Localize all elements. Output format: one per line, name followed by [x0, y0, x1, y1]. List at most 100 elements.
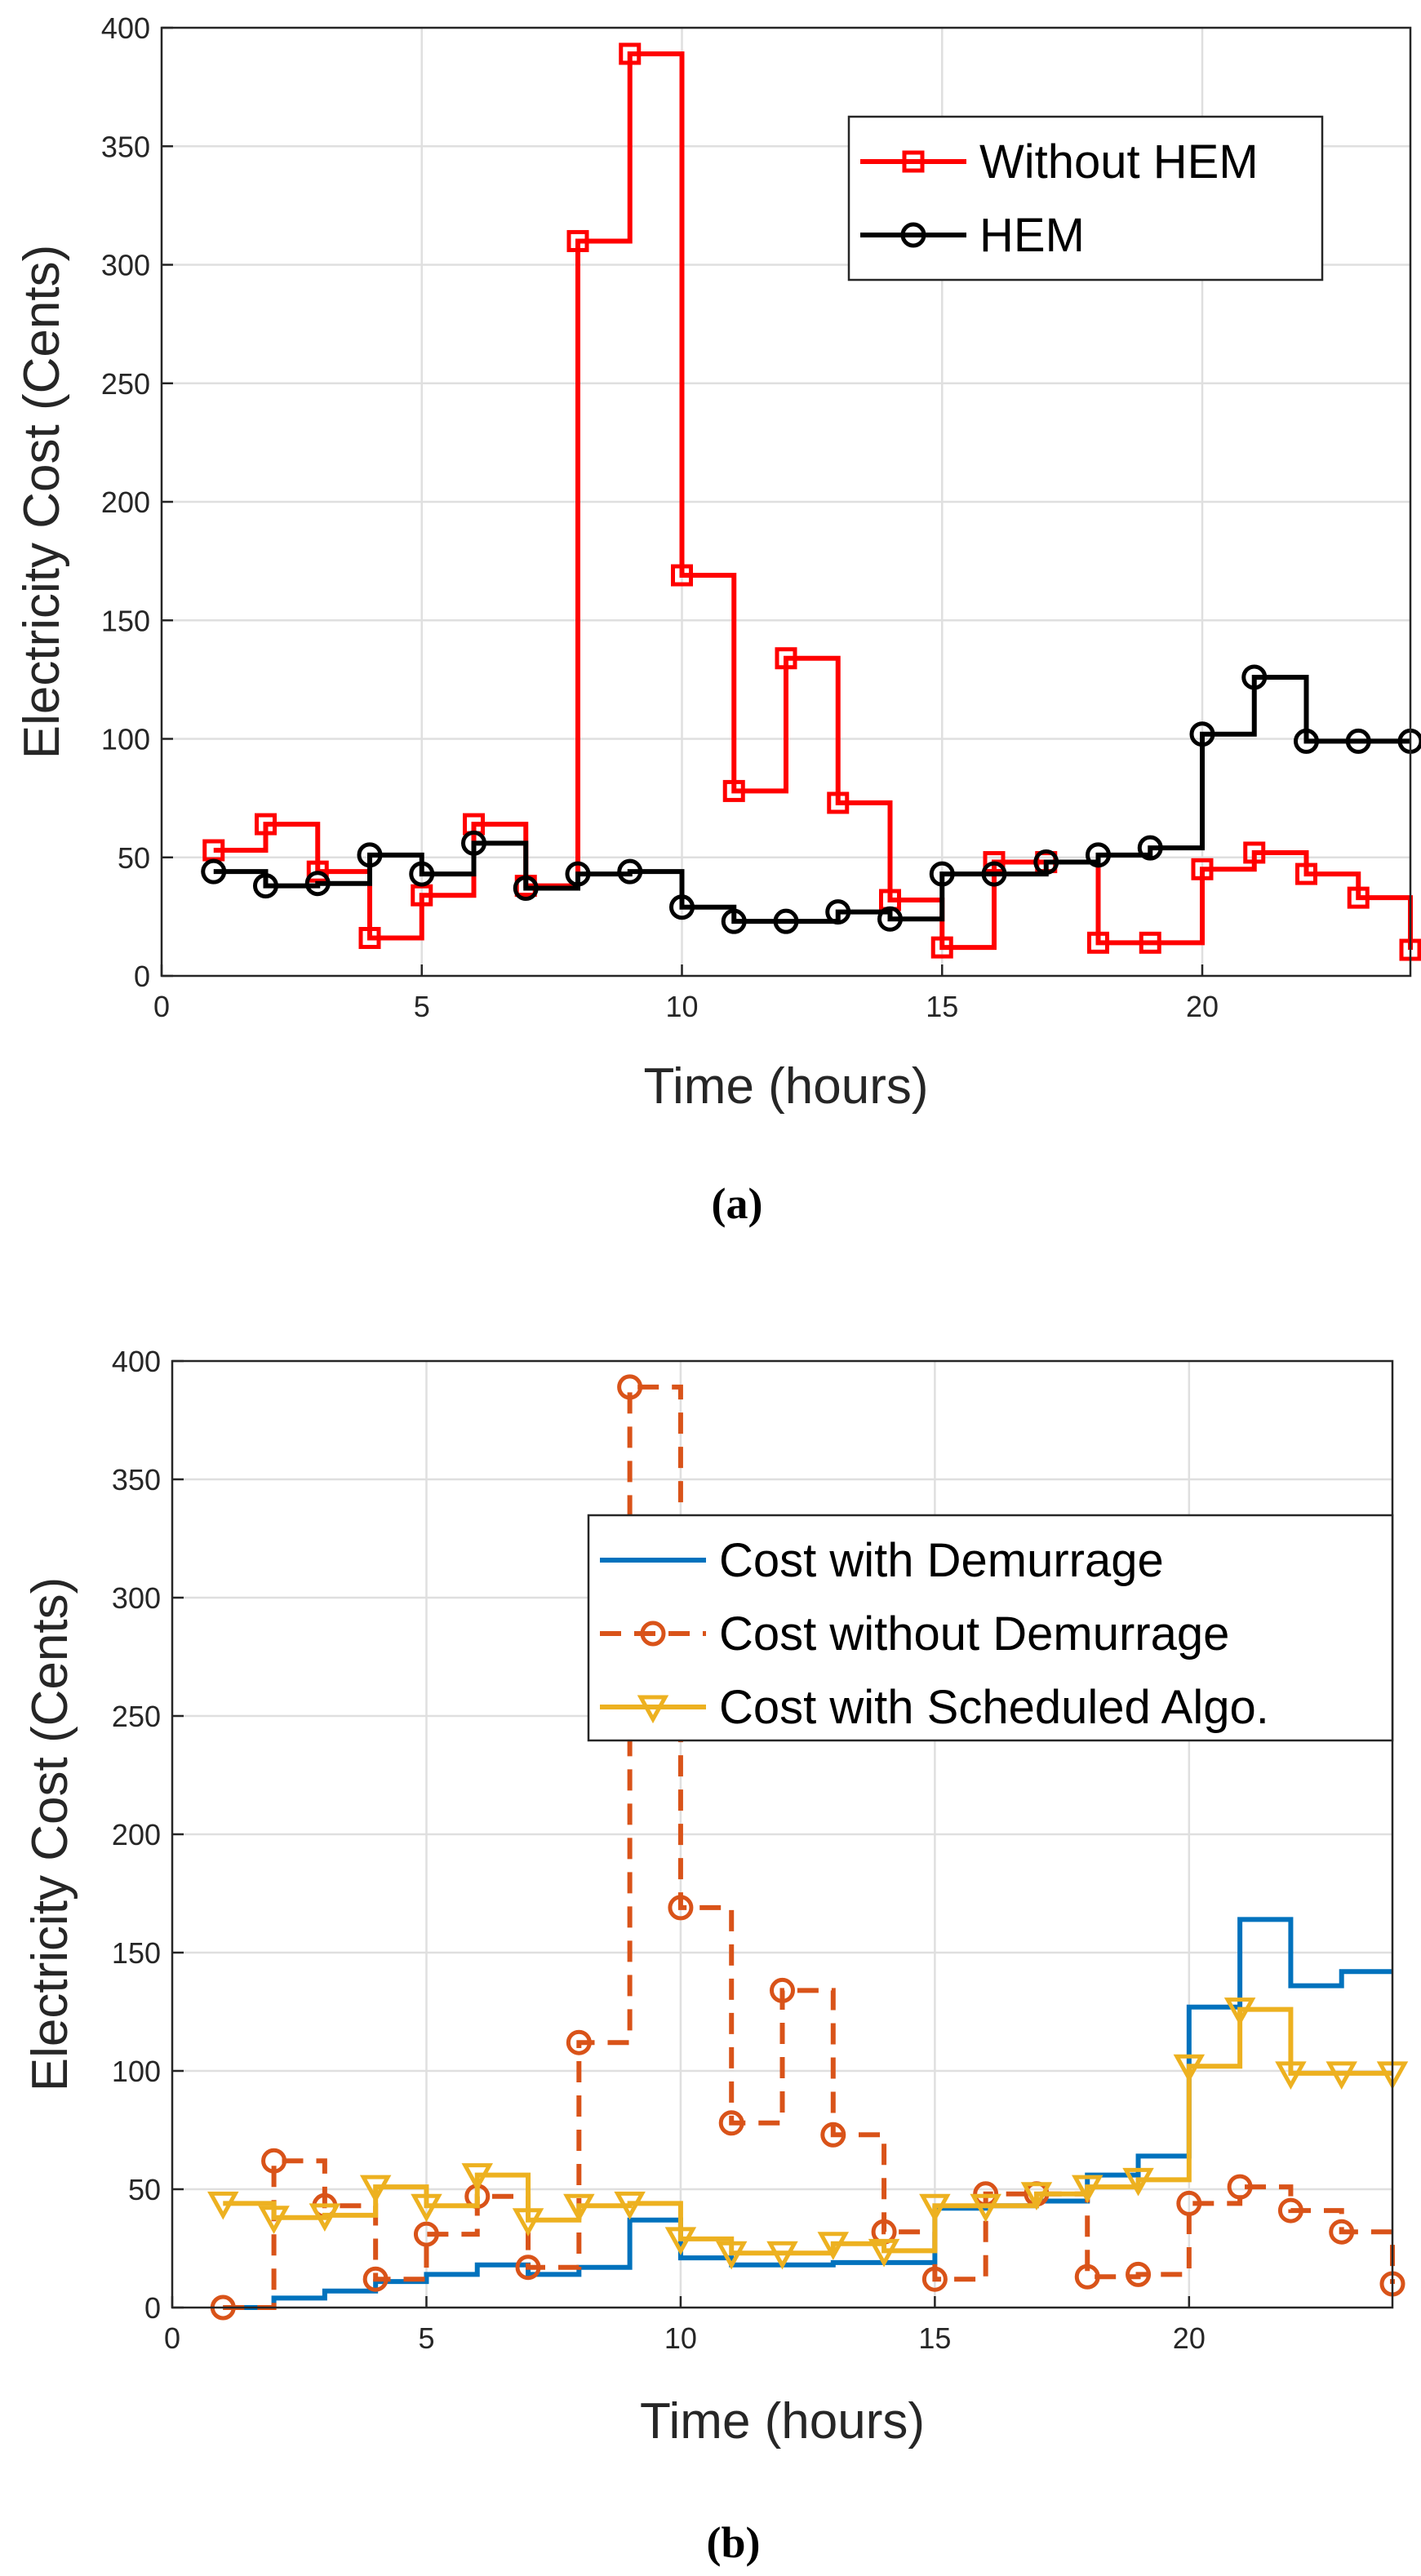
y-axis-label: Electricity Cost (Cents)	[14, 245, 70, 759]
x-tick-label: 5	[418, 2321, 434, 2355]
data-point-marker	[255, 813, 277, 836]
data-point-marker	[1173, 2054, 1206, 2083]
data-point-marker	[929, 861, 955, 887]
data-point-marker	[1329, 2219, 1355, 2245]
x-tick-label: 0	[164, 2321, 180, 2355]
data-point-marker	[253, 873, 278, 899]
y-tick-label: 150	[112, 1936, 161, 1970]
legend-label: Without HEM	[979, 135, 1259, 188]
data-point-marker	[409, 861, 435, 887]
data-point-marker	[1189, 721, 1215, 747]
y-tick-label: 100	[112, 2055, 161, 2088]
data-point-marker	[362, 2266, 389, 2292]
x-tick-label: 15	[926, 990, 958, 1023]
series-cost-with-demurrage	[223, 1917, 1392, 2310]
y-tick-label: 250	[112, 1700, 161, 1733]
x-tick-label: 10	[664, 2321, 697, 2355]
data-point-marker	[825, 899, 851, 925]
legend-entry: Cost without Demurrage	[600, 1607, 1229, 1660]
data-point-marker	[981, 861, 1007, 887]
data-point-marker	[919, 2193, 951, 2223]
data-point-marker	[357, 842, 383, 868]
series-hem	[201, 664, 1421, 934]
y-tick-label: 0	[144, 2291, 161, 2325]
data-point-marker	[930, 936, 953, 959]
data-point-marker	[1074, 2263, 1100, 2290]
subfigure-caption: (b)	[707, 2518, 761, 2567]
subfigure-caption: (a)	[712, 1179, 763, 1228]
x-tick-label: 10	[665, 990, 698, 1023]
data-point-marker	[1326, 2061, 1357, 2091]
data-point-marker	[668, 1895, 694, 1921]
data-point-marker	[868, 2238, 900, 2268]
y-tick-label: 400	[112, 1345, 161, 1378]
data-point-marker	[877, 906, 903, 932]
y-tick-label: 350	[112, 1463, 161, 1496]
x-tick-label: 20	[1186, 990, 1219, 1023]
x-tick-label: 15	[918, 2321, 951, 2355]
series-line	[213, 51, 1413, 951]
data-point-marker	[461, 830, 486, 856]
series-cost-without-demurrage	[210, 1374, 1405, 2321]
y-tick-label: 150	[101, 604, 150, 637]
y-tick-label: 200	[101, 485, 150, 519]
legend-label: HEM	[979, 209, 1085, 262]
y-tick-label: 300	[101, 249, 150, 282]
y-axis-label: Electricity Cost (Cents)	[22, 1577, 78, 2091]
data-point-marker	[359, 2175, 392, 2204]
data-point-marker	[770, 1977, 795, 2003]
data-point-marker	[201, 858, 227, 885]
legend-entry: HEM	[860, 209, 1085, 262]
series-line	[213, 674, 1410, 924]
data-point-marker	[664, 2227, 697, 2256]
legend-swatch-marker	[637, 1695, 669, 1724]
data-point-marker	[563, 2193, 595, 2223]
y-tick-label: 0	[134, 960, 150, 993]
y-tick-label: 300	[112, 1581, 161, 1615]
y-tick-label: 250	[101, 367, 150, 401]
data-point-marker	[715, 2241, 748, 2270]
data-point-marker	[614, 2191, 646, 2220]
data-point-marker	[304, 871, 331, 897]
data-point-marker	[721, 908, 747, 934]
data-point-marker	[983, 851, 1006, 874]
y-tick-label: 50	[128, 2173, 161, 2206]
data-point-marker	[565, 861, 591, 887]
data-point-marker	[1191, 858, 1214, 880]
data-point-marker	[1086, 842, 1111, 868]
data-point-marker	[1139, 931, 1161, 954]
x-axis-label: Time (hours)	[640, 2393, 925, 2450]
series-line	[223, 1384, 1395, 2310]
series-line	[223, 2006, 1392, 2256]
x-tick-label: 20	[1173, 2321, 1206, 2355]
x-tick-label: 0	[153, 990, 170, 1023]
data-point-marker	[619, 42, 642, 65]
legend-entry: Cost with Demurrage	[600, 1534, 1164, 1587]
legend-swatch-marker	[640, 1621, 666, 1647]
y-tick-label: 50	[118, 841, 150, 875]
data-point-marker	[566, 2029, 592, 2055]
legend: Cost with Demurrage Cost without Demurrag…	[587, 1514, 1394, 1742]
data-point-marker	[411, 2193, 442, 2223]
series-cost-with-scheduled-algo-	[207, 1997, 1409, 2270]
legend-box	[847, 115, 1324, 282]
y-tick-label: 350	[101, 130, 150, 163]
legend: Without HEM HEM	[847, 115, 1324, 282]
data-point-marker	[775, 647, 797, 670]
data-point-marker	[1087, 931, 1109, 954]
legend-entry: Without HEM	[860, 135, 1259, 188]
data-point-marker	[1347, 886, 1370, 909]
data-point-marker	[617, 858, 643, 885]
legend-box	[587, 1514, 1394, 1742]
legend-label: Cost without Demurrage	[719, 1607, 1229, 1660]
data-point-marker	[827, 791, 850, 814]
data-point-marker	[1295, 862, 1317, 885]
data-point-marker	[1137, 835, 1163, 861]
data-point-marker	[1227, 2174, 1253, 2200]
data-point-marker	[921, 2266, 948, 2292]
data-point-marker	[1072, 2175, 1103, 2204]
data-point-marker	[309, 2203, 341, 2232]
y-tick-label: 200	[112, 1818, 161, 1851]
